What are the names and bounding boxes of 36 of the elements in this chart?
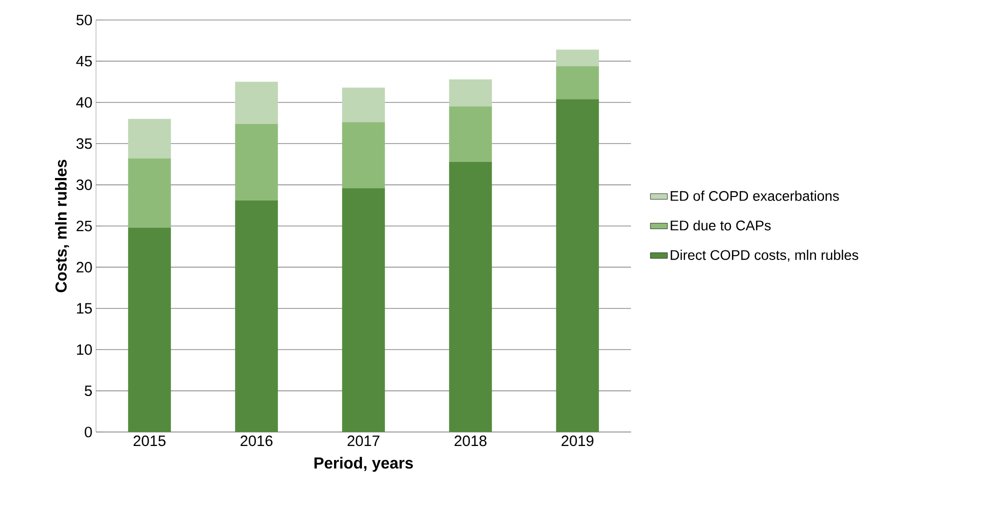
y-tick-label: 30 <box>76 180 92 190</box>
y-tick-label: 35 <box>76 138 92 149</box>
bar <box>128 118 171 158</box>
x-tick-label: 2018 <box>454 436 486 446</box>
bar <box>342 188 385 432</box>
x-tick-label: 2019 <box>562 436 594 446</box>
bar <box>235 82 278 124</box>
legend-label: Direct COPD costs, mln rubles <box>670 250 858 262</box>
y-tick-label: 10 <box>77 344 92 355</box>
y-tick-label: 15 <box>77 303 92 314</box>
bar <box>342 88 385 122</box>
y-tick-label: 40 <box>76 97 92 108</box>
x-tick-label: 2015 <box>134 436 166 446</box>
bar <box>449 162 492 432</box>
y-tick-label: 50 <box>76 14 92 26</box>
legend-label: ED due to CAPs <box>670 220 771 230</box>
y-tick-label: 45 <box>76 56 92 66</box>
bar <box>556 99 599 432</box>
x-tick-label: 2017 <box>348 436 380 446</box>
bar <box>128 158 171 228</box>
legend-label: ED of COPD exacerbations <box>670 190 839 201</box>
y-tick-label: 20 <box>76 262 92 272</box>
y-axis-title: Costs, mln rubles <box>55 160 70 292</box>
bar <box>235 124 278 200</box>
y-tick-label: 5 <box>84 386 92 396</box>
bar <box>449 79 492 107</box>
y-tick-label: 25 <box>76 220 92 232</box>
bar <box>342 122 385 188</box>
bar <box>235 200 278 432</box>
x-axis-title: Period, years <box>314 456 413 472</box>
bar <box>128 228 171 432</box>
bar <box>449 106 492 162</box>
bar <box>556 66 599 100</box>
x-tick-label: 2016 <box>240 436 272 446</box>
y-tick-label: 0 <box>84 426 92 438</box>
bar <box>556 50 599 66</box>
